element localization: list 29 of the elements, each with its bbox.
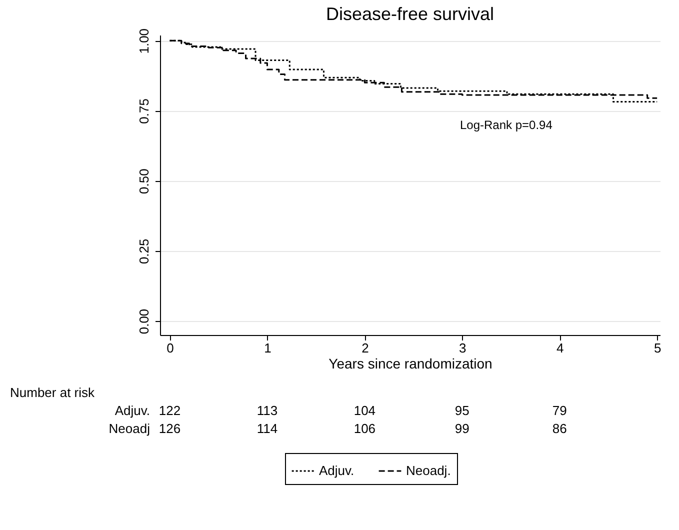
text: Neoadj: [108, 421, 150, 436]
y-tick-label: 1.00: [136, 28, 152, 54]
text: 114: [256, 421, 278, 436]
legend-label: Neoadj.: [406, 463, 451, 478]
x-tick-label: 4: [556, 340, 564, 356]
y-tick-label: 0.25: [136, 238, 152, 264]
text: Adjuv.: [114, 403, 150, 418]
text: 104: [354, 403, 376, 418]
x-tick-label: 3: [459, 340, 466, 356]
chart-title: Disease-free survival: [326, 4, 494, 24]
x-tick-label: 2: [362, 340, 369, 356]
y-tick-label: 0.00: [136, 308, 152, 334]
text: Number at risk: [10, 385, 96, 400]
x-tick-label: 1: [264, 340, 272, 356]
text: 122: [158, 403, 181, 418]
y-tick-label: 0.50: [136, 168, 152, 194]
annotation: Log-Rank p=0.94: [460, 118, 553, 132]
text: 113: [256, 403, 278, 418]
text: 99: [454, 421, 470, 436]
x-axis-title: Years since randomization: [328, 356, 492, 372]
text: 106: [354, 421, 376, 436]
text: 86: [552, 421, 567, 436]
text: 95: [454, 403, 470, 418]
x-tick-label: 0: [166, 340, 174, 356]
text: 126: [158, 421, 181, 436]
y-tick-label: 0.75: [136, 98, 152, 124]
x-tick-label: 5: [654, 340, 662, 356]
legend-label: Adjuv.: [319, 463, 354, 478]
text: 79: [552, 403, 567, 418]
